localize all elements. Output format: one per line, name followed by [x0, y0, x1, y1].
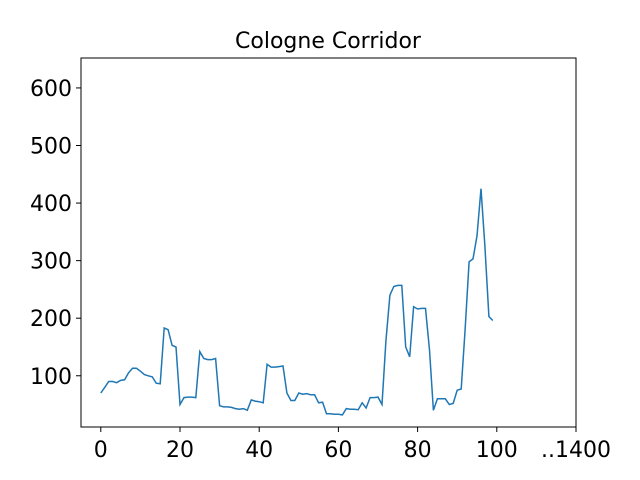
y-tick-label: 600: [30, 77, 72, 102]
y-tick-label: 100: [30, 365, 72, 390]
x-tick-label: ..1400: [541, 438, 611, 463]
chart-title: Cologne Corridor: [235, 29, 422, 54]
plot-frame: [80, 57, 577, 428]
x-tick-label: 100: [476, 438, 518, 463]
line-series: [100, 188, 494, 416]
x-tick-label: 80: [404, 438, 432, 463]
y-tick-label: 300: [30, 250, 72, 275]
y-tick-label: 400: [30, 192, 72, 217]
x-tick-label: 0: [94, 438, 108, 463]
x-tick-label: 60: [324, 438, 352, 463]
x-tick-label: 40: [245, 438, 273, 463]
y-tick-label: 200: [30, 307, 72, 332]
y-tick-label: 500: [30, 135, 72, 160]
x-tick-label: 20: [166, 438, 194, 463]
